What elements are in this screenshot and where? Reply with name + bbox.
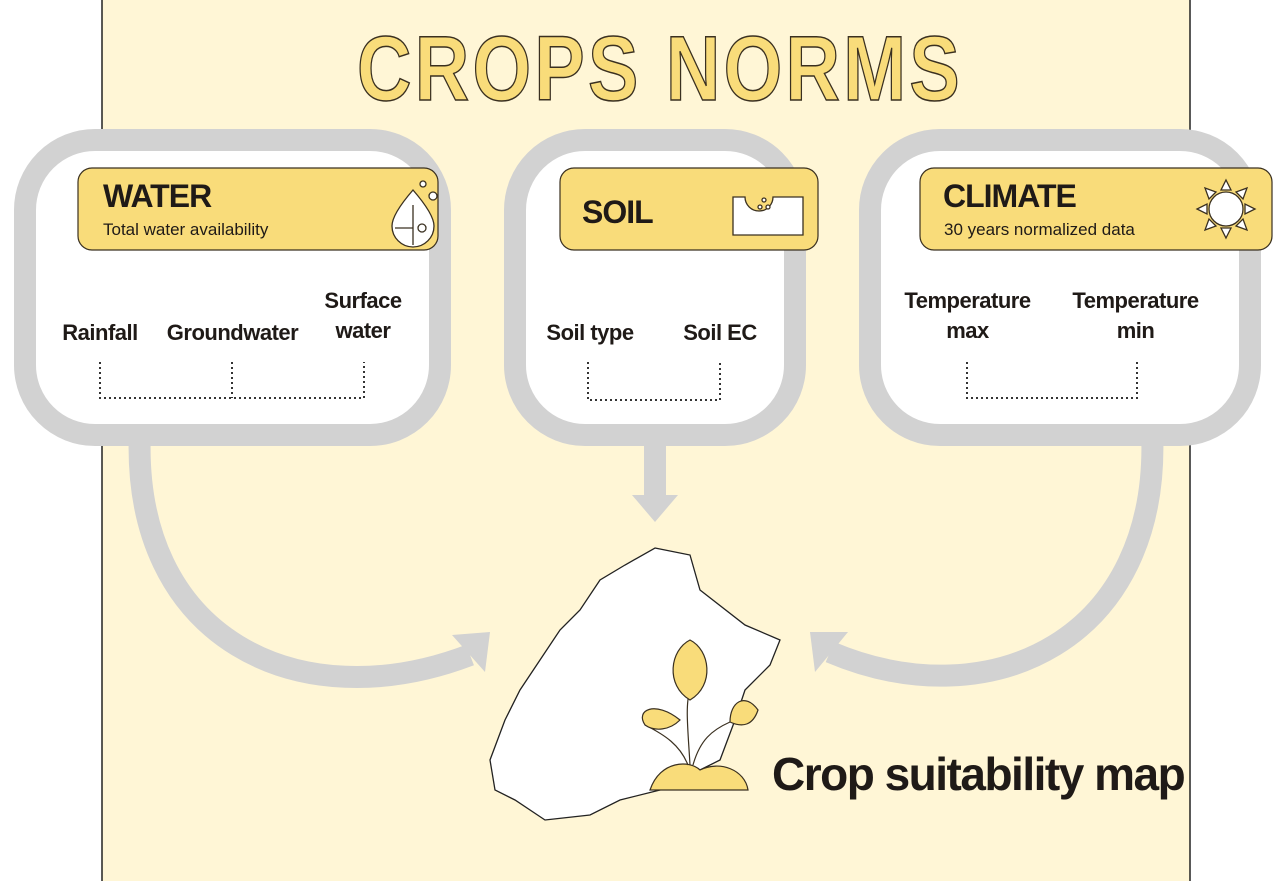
item-label: Soil EC xyxy=(683,320,757,345)
item-label: Rainfall xyxy=(62,320,138,345)
brackets xyxy=(99,362,1138,401)
card-title: WATER xyxy=(103,178,212,214)
item-label: Surface water xyxy=(324,288,402,343)
item-label: Soil type xyxy=(546,320,634,345)
item-label: Temperature max xyxy=(904,288,1031,343)
arrowheads xyxy=(452,495,848,672)
map xyxy=(489,547,781,821)
output-label: Crop suitability map xyxy=(772,748,1185,800)
card-subtitle: Total water availability xyxy=(103,220,269,239)
card-subtitle: 30 years normalized data xyxy=(944,220,1135,239)
title: CROPS NORMS xyxy=(357,17,963,120)
icons xyxy=(391,178,1257,248)
item-label: Groundwater xyxy=(166,320,299,345)
item-label: Temperature min xyxy=(1072,288,1199,343)
card-title: CLIMATE xyxy=(943,178,1077,214)
cards xyxy=(14,129,1273,446)
card-title: SOIL xyxy=(582,194,654,230)
plant-icon xyxy=(641,639,759,791)
